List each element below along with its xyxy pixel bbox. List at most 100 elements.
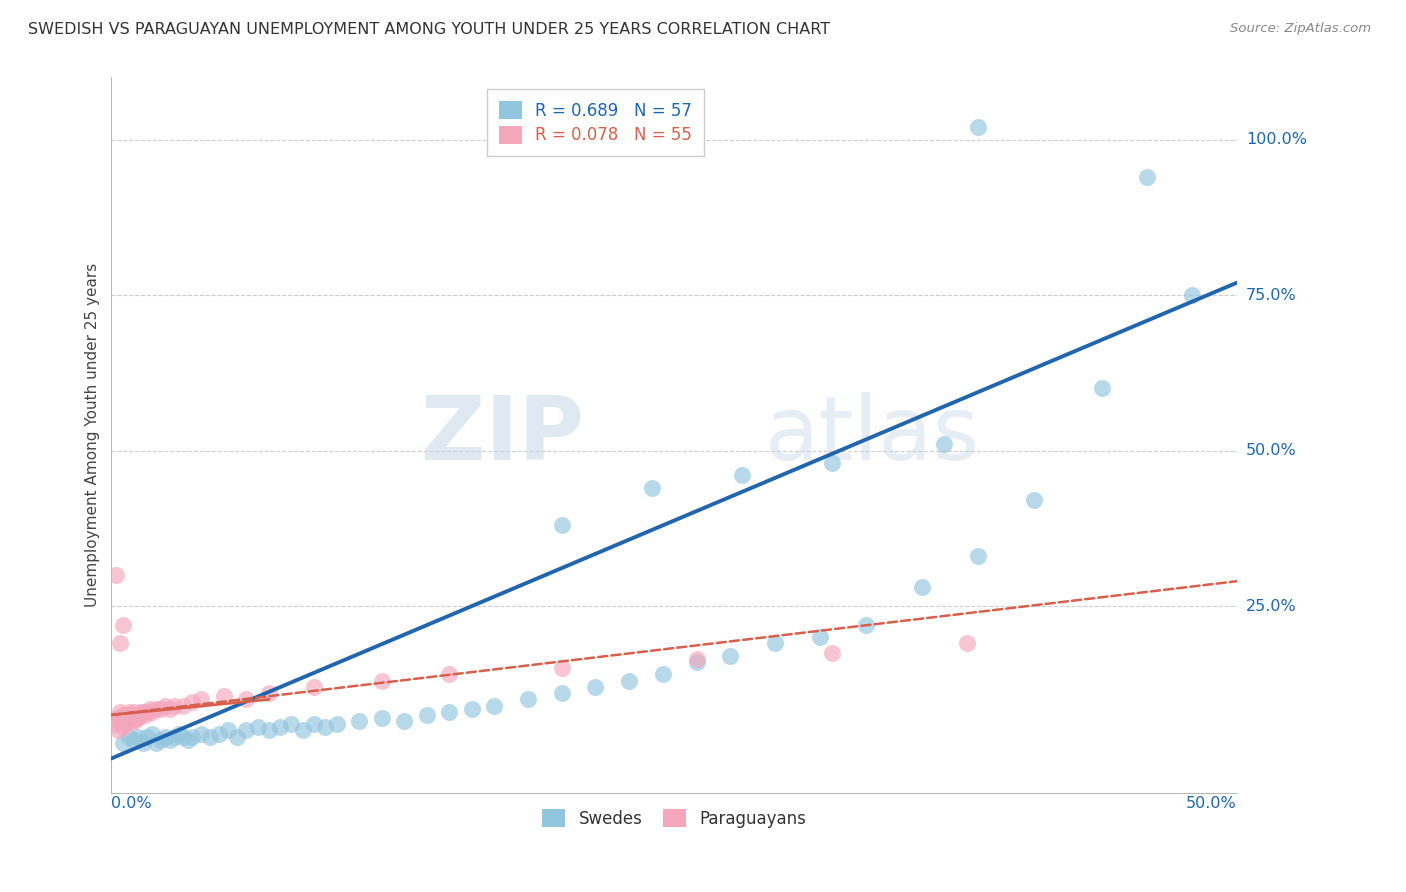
- Point: [129, 705, 152, 719]
- Point: [686, 652, 709, 666]
- Point: [177, 732, 200, 747]
- Point: [617, 673, 640, 688]
- Point: [235, 723, 257, 738]
- Point: [110, 711, 132, 725]
- Text: ZIP: ZIP: [422, 392, 583, 478]
- Point: [226, 730, 249, 744]
- Point: [967, 120, 990, 135]
- Point: [114, 707, 136, 722]
- Point: [314, 720, 336, 734]
- Point: [159, 702, 181, 716]
- Point: [967, 549, 990, 564]
- Point: [208, 726, 231, 740]
- Point: [163, 730, 186, 744]
- Text: 75.0%: 75.0%: [1246, 287, 1296, 302]
- Point: [118, 707, 141, 722]
- Point: [731, 468, 754, 483]
- Point: [392, 714, 415, 728]
- Point: [127, 707, 149, 722]
- Text: 0.0%: 0.0%: [111, 796, 152, 811]
- Point: [217, 723, 239, 738]
- Point: [129, 707, 152, 722]
- Point: [1181, 288, 1204, 302]
- Point: [347, 714, 370, 728]
- Point: [125, 707, 148, 722]
- Point: [956, 636, 979, 650]
- Point: [159, 732, 181, 747]
- Point: [172, 730, 194, 744]
- Point: [257, 723, 280, 738]
- Point: [257, 686, 280, 700]
- Point: [110, 636, 132, 650]
- Point: [138, 702, 160, 716]
- Point: [149, 732, 172, 747]
- Text: SWEDISH VS PARAGUAYAN UNEMPLOYMENT AMONG YOUTH UNDER 25 YEARS CORRELATION CHART: SWEDISH VS PARAGUAYAN UNEMPLOYMENT AMONG…: [28, 22, 831, 37]
- Point: [821, 456, 844, 470]
- Point: [121, 711, 143, 725]
- Point: [437, 705, 460, 719]
- Point: [134, 707, 156, 722]
- Point: [111, 714, 134, 728]
- Point: [136, 705, 159, 719]
- Point: [141, 726, 163, 740]
- Point: [200, 730, 222, 744]
- Point: [235, 692, 257, 706]
- Point: [104, 568, 127, 582]
- Point: [132, 705, 155, 719]
- Point: [114, 711, 136, 725]
- Text: 50.0%: 50.0%: [1187, 796, 1237, 811]
- Point: [370, 711, 392, 725]
- Point: [190, 726, 212, 740]
- Point: [115, 714, 138, 728]
- Point: [370, 673, 392, 688]
- Point: [291, 723, 314, 738]
- Point: [437, 667, 460, 681]
- Point: [111, 711, 134, 725]
- Point: [107, 711, 129, 725]
- Point: [132, 736, 155, 750]
- Point: [934, 437, 956, 451]
- Point: [181, 696, 204, 710]
- Point: [136, 730, 159, 744]
- Point: [212, 690, 235, 704]
- Point: [482, 698, 505, 713]
- Point: [651, 667, 673, 681]
- Point: [167, 726, 190, 740]
- Point: [686, 655, 709, 669]
- Point: [149, 702, 172, 716]
- Point: [810, 630, 832, 644]
- Y-axis label: Unemployment Among Youth under 25 years: Unemployment Among Youth under 25 years: [86, 263, 100, 607]
- Point: [107, 723, 129, 738]
- Point: [110, 714, 132, 728]
- Point: [821, 646, 844, 660]
- Point: [269, 720, 291, 734]
- Text: 50.0%: 50.0%: [1246, 443, 1296, 458]
- Point: [122, 714, 145, 728]
- Point: [115, 707, 138, 722]
- Text: 100.0%: 100.0%: [1246, 132, 1308, 147]
- Point: [110, 705, 132, 719]
- Point: [640, 481, 662, 495]
- Point: [911, 581, 934, 595]
- Point: [115, 711, 138, 725]
- Point: [516, 692, 538, 706]
- Point: [122, 711, 145, 725]
- Point: [1136, 169, 1159, 184]
- Point: [118, 705, 141, 719]
- Point: [415, 707, 437, 722]
- Point: [118, 730, 141, 744]
- Point: [325, 717, 347, 731]
- Point: [111, 707, 134, 722]
- Point: [163, 698, 186, 713]
- Point: [855, 617, 877, 632]
- Point: [104, 717, 127, 731]
- Legend: Swedes, Paraguayans: Swedes, Paraguayans: [536, 803, 813, 834]
- Point: [141, 705, 163, 719]
- Text: atlas: atlas: [765, 392, 980, 478]
- Point: [111, 617, 134, 632]
- Point: [114, 717, 136, 731]
- Point: [302, 717, 325, 731]
- Point: [550, 661, 572, 675]
- Point: [145, 702, 167, 716]
- Point: [155, 730, 177, 744]
